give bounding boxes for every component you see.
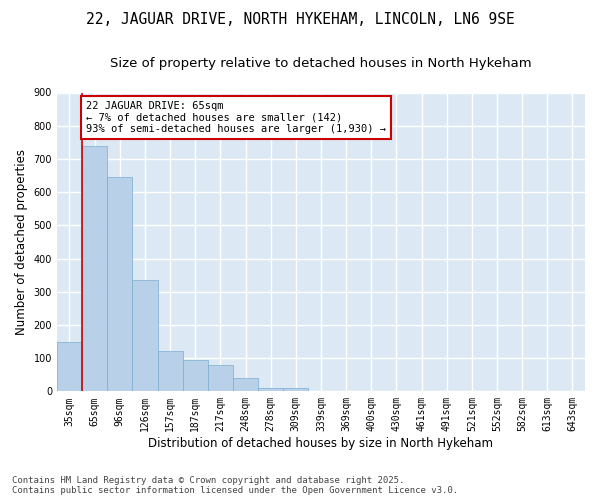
Y-axis label: Number of detached properties: Number of detached properties — [15, 149, 28, 335]
Bar — [283, 388, 308, 392]
Bar — [107, 177, 133, 392]
Text: 22 JAGUAR DRIVE: 65sqm
← 7% of detached houses are smaller (142)
93% of semi-det: 22 JAGUAR DRIVE: 65sqm ← 7% of detached … — [86, 101, 386, 134]
Bar — [233, 378, 258, 392]
Bar — [82, 146, 107, 392]
Bar — [158, 352, 182, 392]
Text: 22, JAGUAR DRIVE, NORTH HYKEHAM, LINCOLN, LN6 9SE: 22, JAGUAR DRIVE, NORTH HYKEHAM, LINCOLN… — [86, 12, 514, 28]
Bar — [57, 342, 82, 392]
Bar — [133, 280, 158, 392]
Bar — [258, 388, 283, 392]
Bar — [208, 365, 233, 392]
Text: Contains HM Land Registry data © Crown copyright and database right 2025.
Contai: Contains HM Land Registry data © Crown c… — [12, 476, 458, 495]
Title: Size of property relative to detached houses in North Hykeham: Size of property relative to detached ho… — [110, 58, 532, 70]
Bar — [182, 360, 208, 392]
X-axis label: Distribution of detached houses by size in North Hykeham: Distribution of detached houses by size … — [148, 437, 493, 450]
